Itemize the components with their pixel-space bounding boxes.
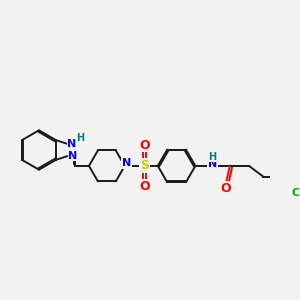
Text: H: H [208, 152, 216, 162]
Text: H: H [76, 133, 84, 143]
Text: Cl: Cl [291, 188, 300, 198]
Text: O: O [220, 182, 231, 195]
Text: N: N [68, 151, 77, 160]
Text: N: N [208, 159, 217, 169]
Text: O: O [139, 139, 150, 152]
Text: S: S [140, 159, 149, 172]
Text: O: O [139, 180, 150, 193]
Text: N: N [122, 158, 131, 168]
Text: N: N [68, 140, 76, 149]
